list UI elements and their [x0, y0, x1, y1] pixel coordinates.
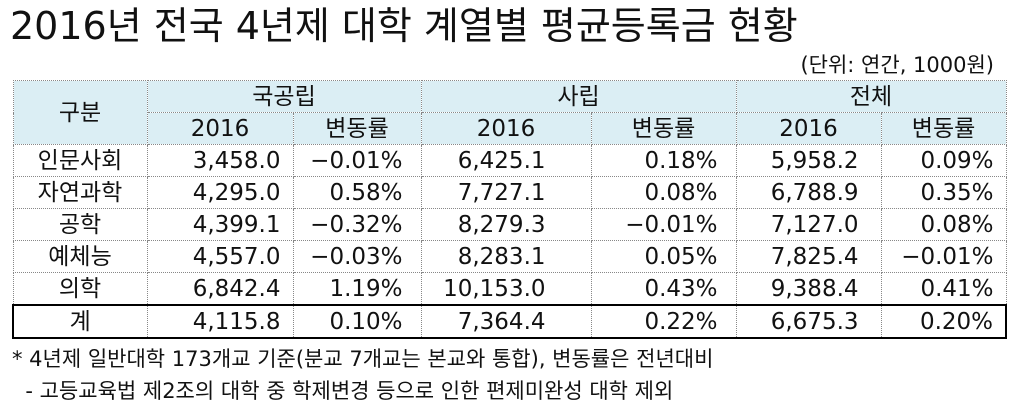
cell-value: 0.18% — [590, 144, 737, 177]
table-row: 예체능 4,557.0 −0.03% 8,283.1 0.05% 7,825.4 −0.01… — [12, 240, 1007, 273]
cell-value: 0.08% — [880, 208, 1007, 241]
cell-value: 7,727.1 — [420, 176, 592, 209]
cell-value: 0.20% — [880, 304, 1008, 339]
cell-value: 0.08% — [590, 176, 737, 209]
cell-value: 0.10% — [292, 304, 422, 339]
group-header: 사립 — [420, 80, 737, 113]
row-label: 인문사회 — [12, 144, 148, 177]
cell-value: −0.01% — [590, 208, 737, 241]
sub-header: 2016 — [735, 112, 882, 145]
cell-value: 1.19% — [292, 272, 422, 306]
table-row: 의학 6,842.4 1.19% 10,153.0 0.43% 9,388.4 0.41% — [12, 272, 1007, 306]
footnote: * 4년제 일반대학 173개교 기준(분교 7개교는 본교와 통합), 변동률… — [12, 347, 714, 371]
sub-header: 변동률 — [880, 112, 1007, 145]
cell-value: 0.35% — [880, 176, 1007, 209]
cell-value: 4,557.0 — [146, 240, 294, 273]
cell-value: 7,127.0 — [735, 208, 882, 241]
cell-value: 4,399.1 — [146, 208, 294, 241]
row-label: 계 — [12, 304, 148, 339]
group-header: 국공립 — [146, 80, 422, 113]
row-label: 공학 — [12, 208, 148, 241]
footnote: - 고등교육법 제2조의 대학 중 학제변경 등으로 인한 편제미완성 대학 제… — [12, 379, 674, 403]
table-row: 공학 4,399.1 −0.32% 8,279.3 −0.01% 7,127.0 0.08% — [12, 208, 1007, 241]
cell-value: 3,458.0 — [146, 144, 294, 177]
subheader-row: 2016 변동률 2016 변동률 2016 변동률 — [13, 112, 1007, 145]
table-row: 자연과학 4,295.0 0.58% 7,727.1 0.08% 6,788.9 0.35% — [12, 176, 1007, 209]
cell-value: 6,788.9 — [735, 176, 882, 209]
cell-value: 7,825.4 — [735, 240, 882, 273]
cell-value: −0.01% — [880, 240, 1007, 273]
cell-value: 8,283.1 — [420, 240, 592, 273]
cell-value: 9,388.4 — [735, 272, 882, 306]
cell-value: 0.22% — [590, 304, 737, 339]
row-label: 자연과학 — [12, 176, 148, 209]
category-header: 구분 — [12, 80, 148, 145]
cell-value: 0.43% — [590, 272, 737, 306]
row-label: 의학 — [12, 272, 148, 306]
cell-value: 4,295.0 — [146, 176, 294, 209]
sub-header: 2016 — [420, 112, 592, 145]
unit-label: (단위: 연간, 1000원) — [800, 53, 994, 77]
cell-value: 5,958.2 — [735, 144, 882, 177]
row-label: 예체능 — [12, 240, 148, 273]
cell-value: −0.32% — [292, 208, 422, 241]
cell-value: 0.05% — [590, 240, 737, 273]
cell-value: 7,364.4 — [420, 304, 592, 339]
tuition-table: 구분 국공립 사립 전체 2016 변동률 2016 변동률 2016 변동률 인문사… — [12, 80, 1008, 339]
table-row: 계 4,115.8 0.10% 7,364.4 0.22% 6,675.3 0.20% — [12, 304, 1008, 339]
cell-value: −0.03% — [292, 240, 422, 273]
sub-header: 변동률 — [292, 112, 422, 145]
cell-value: 6,425.1 — [420, 144, 592, 177]
page-title: 2016년 전국 4년제 대학 계열별 평균등록금 현황 — [10, 4, 798, 48]
cell-value: 0.09% — [880, 144, 1007, 177]
cell-value: 6,675.3 — [735, 304, 882, 339]
group-header: 전체 — [735, 80, 1007, 113]
header-row: 구분 국공립 사립 전체 — [12, 80, 1007, 145]
table-row: 인문사회 3,458.0 −0.01% 6,425.1 0.18% 5,958.2 0.09… — [12, 144, 1007, 177]
cell-value: 0.58% — [292, 176, 422, 209]
cell-value: 4,115.8 — [146, 304, 294, 339]
cell-value: 0.41% — [880, 272, 1007, 306]
sub-header: 변동률 — [590, 112, 737, 145]
cell-value: 10,153.0 — [420, 272, 592, 306]
cell-value: 6,842.4 — [146, 272, 294, 306]
cell-value: −0.01% — [292, 144, 422, 177]
sub-header: 2016 — [146, 112, 294, 145]
cell-value: 8,279.3 — [420, 208, 592, 241]
